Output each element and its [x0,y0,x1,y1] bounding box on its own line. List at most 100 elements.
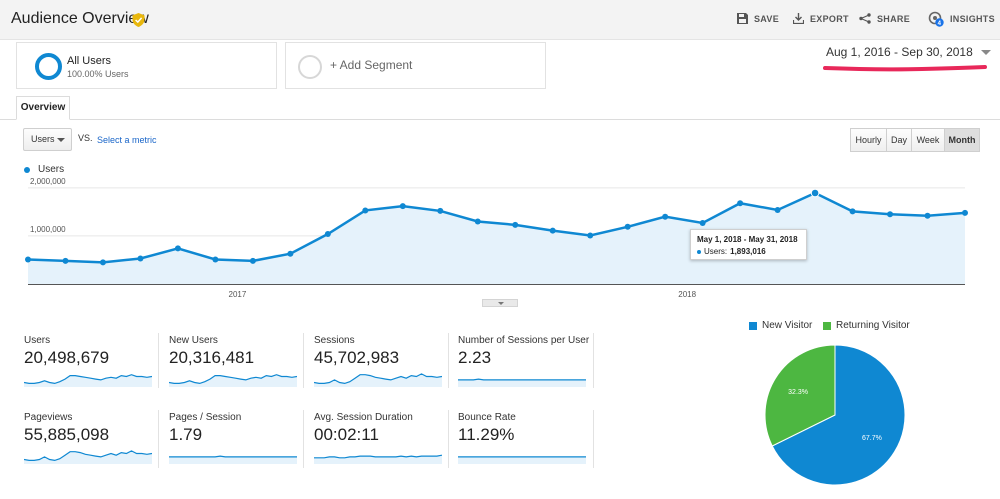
metric-divider [593,333,594,388]
legend-swatch-new-visitor [749,321,757,330]
save-label: SAVE [754,13,780,24]
legend-label-new-visitor: New Visitor [762,320,813,331]
sparkline-area [24,374,152,387]
highlight-underline [823,65,987,72]
data-point[interactable] [62,257,69,264]
tab-overview[interactable]: Overview [16,96,70,120]
share-label: SHARE [877,13,911,24]
metric-sparkline [314,373,442,387]
metric-sparkline [458,456,586,464]
metric-value: 11.29% [458,425,515,444]
metric-value: 20,316,481 [169,348,255,367]
data-point[interactable] [849,208,856,215]
legend-label-returning-visitor: Returning Visitor [836,320,910,331]
legend-label: Users [38,164,65,175]
metric-sparkline [169,455,297,464]
users-line-chart: 1,000,000 2,000,000 2017 2018 [25,178,968,299]
data-point[interactable] [810,188,820,198]
segment-all-users[interactable]: All Users 100.00% Users [16,42,277,89]
sparkline-line [24,450,152,462]
metric-label: Bounce Rate [458,412,516,423]
metric-card: New Users 20,316,481 [169,335,307,400]
tab-bar-divider [0,119,1000,120]
data-point[interactable] [662,213,669,220]
data-point[interactable] [962,209,968,216]
data-point[interactable] [437,207,444,214]
data-point[interactable] [287,250,294,257]
data-point[interactable] [887,211,894,218]
metric-select[interactable]: Users [23,128,72,151]
data-point[interactable] [362,207,369,214]
metric-select-value: Users [31,134,55,144]
insights-icon: 4 [928,11,944,27]
data-point[interactable] [549,227,556,234]
sparkline-area [169,374,297,387]
sparkline-area [169,456,297,464]
pie-slice[interactable] [771,344,906,486]
data-point[interactable] [212,256,219,263]
sparkline-area [458,379,586,387]
segment-ring-icon [35,53,62,80]
metric-label: Sessions [314,335,355,346]
data-point[interactable] [774,206,781,213]
date-range-text: Aug 1, 2016 - Sep 30, 2018 [826,45,973,59]
x-tick-label: 2017 [229,290,247,299]
sparkline-area [24,450,152,464]
sparkline-line [169,374,297,385]
date-range-picker[interactable]: Aug 1, 2016 - Sep 30, 2018 [826,45,991,59]
sparkline-line [458,378,586,381]
data-point[interactable] [249,257,256,264]
legend-swatch [24,166,30,173]
granularity-week[interactable]: Week [911,128,945,152]
chart-expand-handle[interactable] [482,299,518,307]
data-point[interactable] [512,221,519,228]
data-point[interactable] [324,231,331,237]
pie-legend-returning: Returning Visitor [823,320,910,331]
sparkline-area [458,456,586,464]
data-point[interactable] [737,200,744,207]
add-segment-button[interactable]: + Add Segment [285,42,546,89]
metric-value: 2.23 [458,348,492,367]
visitor-pie-chart: 67.7% 32.3% [764,344,906,486]
save-icon [737,13,748,24]
data-point[interactable] [399,203,406,210]
area-fill [28,192,965,284]
data-point[interactable] [174,245,181,252]
data-point[interactable] [587,232,594,239]
metric-value: 55,885,098 [24,425,110,444]
tooltip-value: 1,893,016 [730,247,766,256]
series-line-users [27,191,966,264]
metric-divider [303,410,304,468]
add-segment-label: + Add Segment [330,58,413,72]
y-tick-label: 1,000,000 [30,225,66,234]
data-point[interactable] [137,255,144,262]
data-point[interactable] [99,259,106,266]
chevron-down-icon [980,49,991,55]
page-title: Audience Overview [11,10,149,27]
export-button[interactable]: EXPORT [793,13,849,24]
pie-slice[interactable] [764,344,836,447]
granularity-hourly[interactable]: Hourly [850,128,887,152]
save-button[interactable]: SAVE [737,13,779,24]
granularity-month[interactable]: Month [944,128,980,152]
granularity-day[interactable]: Day [886,128,912,152]
data-point[interactable] [624,223,631,230]
y-tick-label: 2,000,000 [30,178,66,186]
metric-card: Avg. Session Duration 00:02:11 [314,412,452,477]
select-metric-link[interactable]: Select a metric [97,135,157,145]
data-point[interactable] [924,212,931,219]
data-point[interactable] [25,256,31,263]
metric-sparkline [24,450,152,464]
metric-divider [448,410,449,468]
metric-divider [303,333,304,388]
export-icon [793,13,804,24]
data-point[interactable] [699,219,706,226]
sparkline-area [314,455,442,464]
share-button[interactable]: SHARE [859,13,910,24]
insights-button[interactable]: 4 INSIGHTS [928,11,995,27]
data-point[interactable] [474,218,481,225]
tooltip-series: Users: [704,247,728,256]
sparkline-line [314,454,442,459]
insights-label: INSIGHTS [950,14,995,24]
metric-label: Pages / Session [169,412,242,423]
